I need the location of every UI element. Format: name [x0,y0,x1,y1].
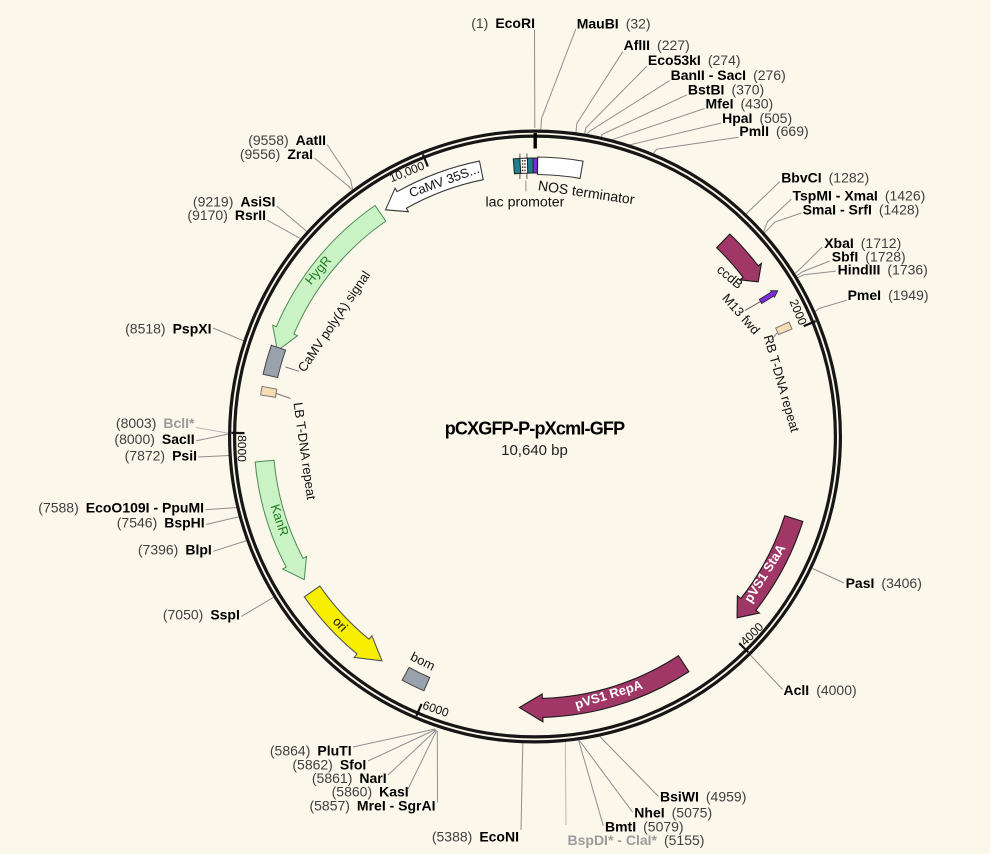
svg-text:(7872) PsiI: (7872) PsiI [125,447,197,463]
svg-text:AflII (227): AflII (227) [624,37,690,53]
svg-text:BmtI (5079): BmtI (5079) [605,819,684,835]
svg-text:TspMI - XmaI (1426): TspMI - XmaI (1426) [793,188,926,204]
svg-text:AclI (4000): AclI (4000) [784,682,857,698]
svg-text:BstBI (370): BstBI (370) [688,81,764,97]
svg-text:(8000) SacII: (8000) SacII [114,431,194,447]
svg-text:(9558) AatII: (9558) AatII [248,132,326,148]
svg-text:(5864) PluTI: (5864) PluTI [270,743,352,759]
svg-text:pCXGFP-P-pXcmI-GFP: pCXGFP-P-pXcmI-GFP [445,419,625,439]
svg-text:PmlI (669): PmlI (669) [739,123,808,139]
svg-text:HpaI (505): HpaI (505) [722,110,792,126]
svg-text:8000: 8000 [235,435,249,462]
svg-text:(7050) SspI: (7050) SspI [163,607,240,623]
svg-text:BspDI* - ClaI* (5155): BspDI* - ClaI* (5155) [568,832,705,848]
svg-text:(5857) MreI - SgrAI: (5857) MreI - SgrAI [309,798,435,814]
svg-text:10,640 bp: 10,640 bp [501,442,568,459]
svg-text:(7396) BlpI: (7396) BlpI [138,542,212,558]
svg-text:BbvCI (1282): BbvCI (1282) [781,170,869,186]
svg-text:XbaI (1712): XbaI (1712) [824,235,901,251]
svg-text:BsiWI (4959): BsiWI (4959) [660,789,746,805]
svg-text:MauBI (32): MauBI (32) [577,15,651,31]
svg-text:NheI (5075): NheI (5075) [634,804,712,820]
svg-text:(9219) AsiSI: (9219) AsiSI [193,193,275,209]
svg-text:HindIII (1736): HindIII (1736) [838,262,928,278]
svg-text:PasI (3406): PasI (3406) [846,575,922,591]
svg-text:(8518) PspXI: (8518) PspXI [125,321,211,337]
svg-text:(9556) ZraI: (9556) ZraI [240,146,313,162]
svg-text:(7588) EcoO109I - PpuMI: (7588) EcoO109I - PpuMI [38,500,204,516]
svg-text:lac promoter: lac promoter [486,195,565,211]
svg-text:SbfI (1728): SbfI (1728) [832,248,906,264]
svg-text:(5388) EcoNI: (5388) EcoNI [432,829,519,845]
svg-text:Eco53kI (274): Eco53kI (274) [648,52,741,68]
svg-text:(9170) RsrII: (9170) RsrII [187,207,266,223]
svg-text:SmaI - SrfI (1428): SmaI - SrfI (1428) [803,201,920,217]
svg-text:(5860) KasI: (5860) KasI [332,784,409,800]
svg-text:(5862) SfoI: (5862) SfoI [292,757,366,773]
svg-text:BanII - SacI (276): BanII - SacI (276) [671,67,786,83]
svg-text:(1) EcoRI: (1) EcoRI [471,15,535,31]
svg-text:(8003) BclI*: (8003) BclI* [116,415,195,431]
svg-text:PmeI (1949): PmeI (1949) [848,287,929,303]
svg-text:(5861) NarI: (5861) NarI [312,770,387,786]
svg-text:(7546) BspHI: (7546) BspHI [117,514,205,530]
svg-text:MfeI (430): MfeI (430) [706,96,774,112]
